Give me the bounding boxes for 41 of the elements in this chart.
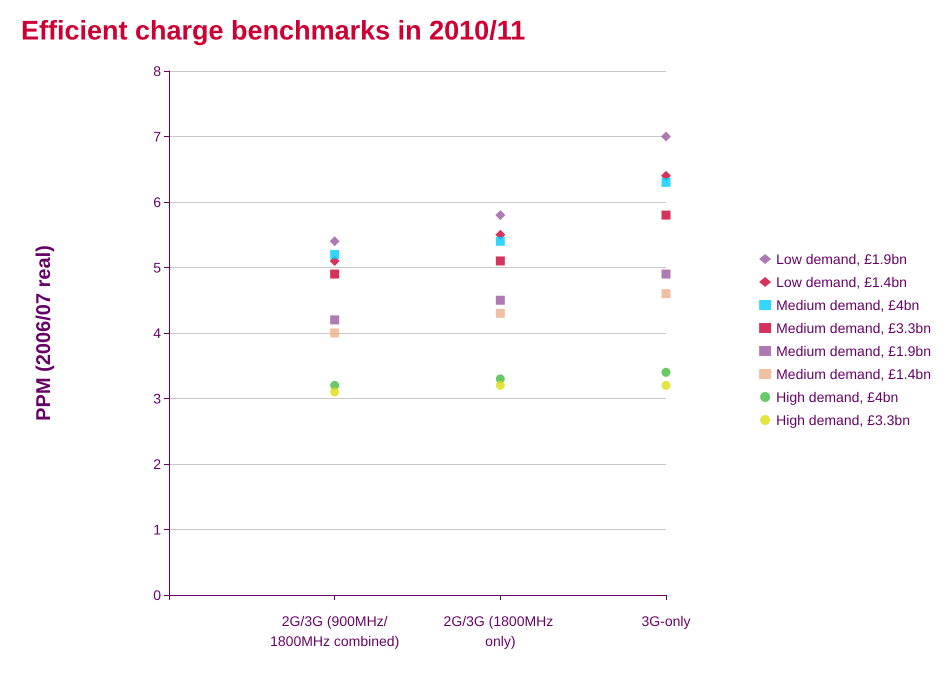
point [662,368,670,377]
point [330,328,340,338]
x-tick-label: 2G/3G (1800MHz only) [444,613,558,649]
y-tick-label: 0 [153,587,162,603]
chart-title: Efficient charge benchmarks in 2010/11 [21,16,526,46]
legend-label: High demand, £4bn [776,389,898,405]
point [330,270,340,279]
point [662,178,670,187]
point [496,296,505,305]
point [330,387,340,396]
legend-label: Low demand, £1.4bn [776,274,907,290]
point [496,308,505,318]
point [330,315,340,324]
legend-label: Medium demand, £1.9bn [776,343,931,359]
legend-label: High demand, £3.3bn [776,412,910,428]
point [330,250,340,259]
point [662,210,670,220]
point [496,236,505,246]
y-axis-title: PPM (2006/07 real) [33,245,55,421]
y-tick-label: 3 [153,390,162,406]
point [496,256,505,266]
x-tick-label: 3G-only [641,613,691,629]
x-tick-label: 2G/3G (900MHz/1800MHz combined) [270,613,400,649]
point [661,132,671,142]
y-tick-label: 4 [153,325,162,341]
y-tick-label: 5 [153,260,162,276]
legend-label: Low demand, £1.9bn [776,251,907,267]
y-tick-label: 1 [153,522,162,538]
point [662,289,670,298]
legend-label: Medium demand, £3.3bn [776,320,931,336]
y-tick-label: 7 [153,128,162,144]
legend-label: Medium demand, £1.4bn [776,366,931,382]
point [662,270,670,279]
point [495,210,506,220]
point [330,236,340,246]
point [496,380,505,390]
y-tick-label: 2 [153,456,162,472]
y-tick-label: 6 [153,194,162,210]
legend-label: Medium demand, £4bn [776,297,920,313]
point [662,380,670,390]
y-tick-label: 8 [153,63,162,79]
